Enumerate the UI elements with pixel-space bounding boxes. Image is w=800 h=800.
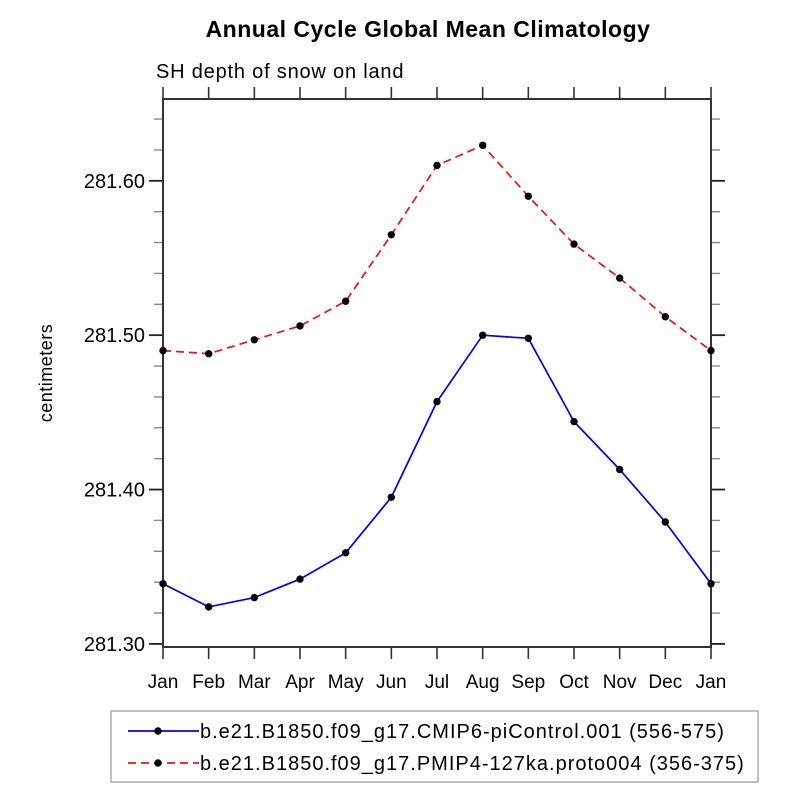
x-tick-label: Aug <box>466 672 500 693</box>
x-tick-label: Jan <box>148 672 179 693</box>
x-tick-label: Mar <box>238 672 271 693</box>
y-tick-label: 281.30 <box>84 634 145 656</box>
y-tick-label: 281.40 <box>84 480 145 502</box>
x-tick-label: Jul <box>425 672 449 693</box>
data-point-marker <box>159 580 167 588</box>
legend-box <box>110 710 759 783</box>
data-point-marker <box>524 192 532 200</box>
x-tick-label: Apr <box>285 672 315 693</box>
data-point-marker <box>707 580 715 588</box>
x-tick-label: Nov <box>603 672 637 693</box>
data-point-marker <box>342 297 350 305</box>
x-tick-label: Dec <box>648 672 682 693</box>
data-point-marker <box>661 518 669 526</box>
series-line-1 <box>162 144 712 355</box>
data-point-marker <box>570 417 578 426</box>
legend-entry-label-1: b.e21.B1850.f09_g17.PMIP4-127ka.proto004… <box>200 753 745 775</box>
legend-marker-1 <box>154 759 162 767</box>
plot-border <box>162 98 712 648</box>
data-point-marker <box>433 397 441 406</box>
data-point-marker <box>342 549 350 557</box>
data-point-marker <box>661 313 669 321</box>
data-point-marker <box>387 493 395 501</box>
legend-entry-label-0: b.e21.B1850.f09_g17.CMIP6-piControl.001 … <box>200 721 725 743</box>
legend-marker-0 <box>154 727 162 735</box>
y-tick-label: 281.50 <box>84 325 145 347</box>
y-axis-label: centimeters <box>36 324 56 423</box>
x-tick-label: Jan <box>696 672 727 693</box>
data-point-marker <box>479 141 487 149</box>
x-tick-label: May <box>328 672 364 693</box>
series-line-0 <box>162 334 712 608</box>
data-point-marker <box>524 334 532 342</box>
data-point-marker <box>570 240 578 248</box>
data-point-marker <box>616 465 624 474</box>
data-point-marker <box>433 161 441 170</box>
data-point-marker <box>250 593 258 602</box>
data-point-marker <box>296 575 304 583</box>
data-point-marker <box>205 350 213 358</box>
data-point-marker <box>159 346 167 355</box>
x-tick-label: Oct <box>559 672 589 693</box>
data-point-marker <box>707 346 715 355</box>
data-point-marker <box>205 603 213 611</box>
x-tick-label: Sep <box>511 672 545 693</box>
data-point-marker <box>479 331 487 339</box>
y-tick-label: 281.60 <box>84 171 145 193</box>
chart-title: Annual Cycle Global Mean Climatology <box>206 16 651 42</box>
data-point-marker <box>616 274 624 282</box>
data-point-marker <box>387 231 395 239</box>
data-point-marker <box>250 336 258 344</box>
plot-area: Jan Feb Mar Apr May Jun Jul Aug Sep Oct Nov Dec Jan2… <box>84 87 759 783</box>
chart-subtitle: SH depth of snow on land <box>156 61 404 83</box>
data-point-marker <box>296 322 304 330</box>
x-tick-label: Feb <box>192 672 225 693</box>
x-tick-label: Jun <box>376 672 407 693</box>
